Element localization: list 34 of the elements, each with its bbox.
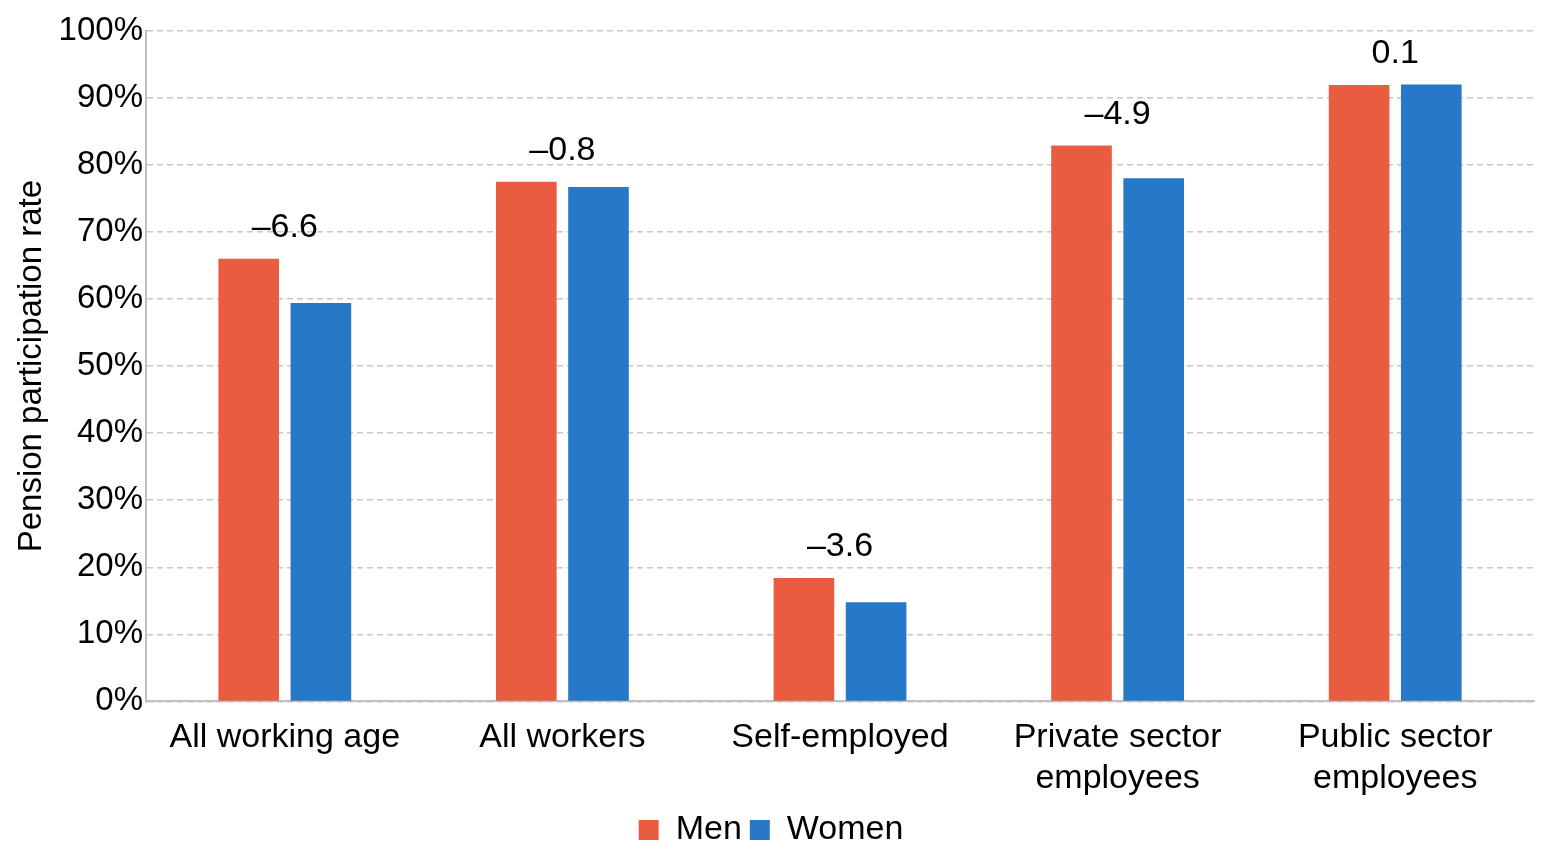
bar <box>1051 145 1112 701</box>
y-tick-label: 20% <box>76 546 143 584</box>
x-tick-label: Private sector employees <box>1013 716 1222 795</box>
bar <box>290 303 352 701</box>
x-tick-label: All workers <box>479 716 646 755</box>
legend-label: Women <box>786 808 904 847</box>
y-tick-label: 80% <box>76 144 143 182</box>
annotation: –4.9 <box>1084 92 1151 131</box>
y-tick-label: 30% <box>76 479 143 517</box>
y-tick-label: 90% <box>76 76 143 114</box>
legend-label: Men <box>675 808 742 847</box>
annotation: –6.6 <box>251 206 318 245</box>
x-tick-label: Self-employed <box>731 716 949 755</box>
bar <box>496 181 557 701</box>
y-tick-label: 10% <box>76 613 143 651</box>
y-tick-label: 0% <box>95 680 143 718</box>
x-tick-label: Public sector employees <box>1297 716 1493 795</box>
y-tick-label: 100% <box>58 9 143 47</box>
bar <box>1328 85 1390 701</box>
y-tick-label: 50% <box>76 345 143 383</box>
bar <box>1400 84 1462 701</box>
y-tick-label: 40% <box>76 412 143 450</box>
bar <box>1123 178 1184 701</box>
y-tick-label: 70% <box>76 211 143 249</box>
bar <box>773 578 835 701</box>
y-axis-title: Pension participation rate <box>10 179 48 553</box>
annotation: –0.8 <box>529 129 596 168</box>
x-tick-label: All working age <box>169 716 401 755</box>
bar <box>218 258 280 701</box>
annotation: –3.6 <box>806 525 874 564</box>
bar <box>568 187 629 701</box>
y-tick-label: 60% <box>76 278 143 316</box>
bar <box>845 602 907 701</box>
annotation: 0.1 <box>1371 31 1419 70</box>
